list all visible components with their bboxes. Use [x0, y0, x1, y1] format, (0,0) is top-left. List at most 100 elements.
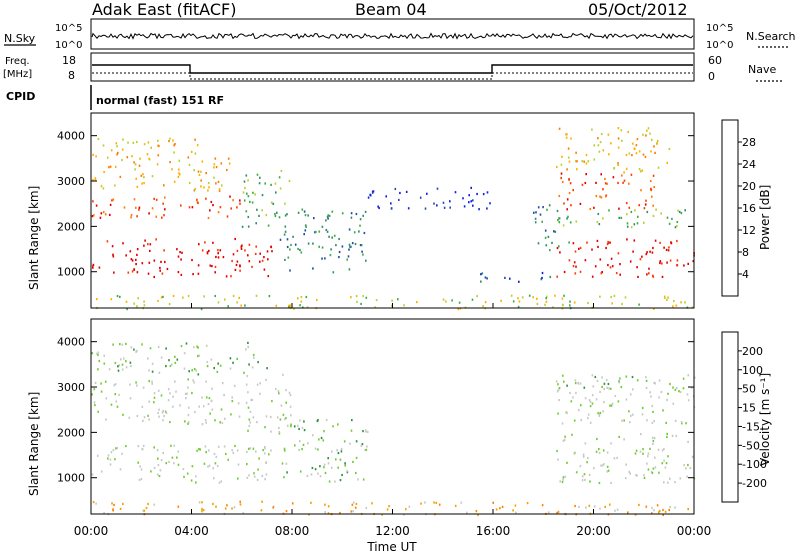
- power-cell: [241, 244, 243, 247]
- power-cell: [247, 225, 250, 228]
- velocity-cell: [557, 458, 559, 461]
- velocity-cell: [259, 392, 261, 395]
- power-cell: [193, 169, 195, 172]
- velocity-cell: [495, 508, 498, 511]
- power-cell: [180, 273, 183, 276]
- power-cell: [355, 295, 358, 298]
- power-cell: [631, 154, 633, 157]
- velocity-cell: [259, 382, 261, 385]
- velocity-cell: [185, 342, 188, 345]
- velocity-cell: [182, 468, 185, 471]
- power-cell: [266, 250, 269, 253]
- velocity-cell: [270, 430, 272, 433]
- velocity-cell: [558, 387, 561, 390]
- power-cell: [164, 260, 166, 264]
- power-cell: [624, 296, 627, 299]
- velocity-cell: [589, 400, 592, 403]
- power-cell: [203, 295, 205, 298]
- power-cell: [683, 264, 685, 267]
- power-cell: [542, 206, 544, 209]
- velocity-cell: [242, 512, 245, 515]
- velocity-cell: [276, 416, 279, 419]
- power-cell: [544, 236, 547, 239]
- power-cell: [533, 211, 535, 214]
- velocity-cell: [201, 510, 203, 513]
- nave-trace: [92, 72, 693, 80]
- power-cell: [486, 191, 489, 194]
- power-cell: [597, 137, 599, 140]
- velocity-cell: [93, 401, 96, 404]
- power-cell: [217, 252, 219, 255]
- power-cell: [270, 183, 272, 186]
- power-cell: [489, 202, 491, 205]
- power-cell: [290, 243, 292, 247]
- power-cell: [240, 247, 243, 250]
- velocity-cell: [118, 364, 120, 367]
- velocity-cell: [207, 465, 209, 468]
- velocity-cell: [438, 503, 441, 506]
- power-cell: [293, 307, 295, 310]
- power-cell: [569, 221, 572, 224]
- velocity-cell: [631, 375, 634, 379]
- velocity-cell: [610, 404, 613, 407]
- power-cell: [573, 261, 576, 264]
- power-cell: [652, 174, 655, 177]
- velocity-cell: [454, 504, 457, 507]
- velocity-cell: [640, 433, 642, 436]
- power-cell: [567, 156, 570, 159]
- power-cell: [307, 214, 309, 217]
- velocity-cell: [501, 505, 504, 508]
- power-cell: [354, 242, 357, 246]
- power-cell: [599, 195, 601, 198]
- velocity-cell: [220, 480, 223, 483]
- velocity-cell: [253, 475, 256, 478]
- power-cell: [207, 189, 209, 192]
- velocity-cell: [97, 353, 99, 357]
- velocity-cell: [322, 439, 325, 442]
- velocity-cell: [142, 444, 145, 447]
- power-cell: [278, 176, 281, 179]
- velocity-cell: [556, 511, 558, 514]
- velocity-cell: [278, 426, 280, 430]
- power-cell: [315, 230, 317, 233]
- velocity-cell: [570, 400, 573, 403]
- power-cell: [669, 259, 672, 262]
- velocity-cell: [96, 352, 98, 355]
- power-cell: [247, 215, 250, 219]
- power-cell: [517, 297, 519, 300]
- velocity-cell: [264, 447, 266, 450]
- velocity-cell: [598, 414, 601, 417]
- power-cell: [609, 241, 611, 244]
- power-cell: [121, 148, 124, 151]
- velocity-cell: [303, 429, 306, 432]
- velocity-cell: [672, 402, 675, 405]
- power-cell: [636, 222, 639, 225]
- power-cell: [131, 155, 133, 158]
- colorbar-tick-label: 15: [742, 402, 756, 415]
- power-cell: [572, 265, 575, 268]
- velocity-cell: [191, 369, 193, 372]
- velocity-cell: [128, 416, 131, 419]
- power-cell: [621, 174, 623, 177]
- power-cell: [676, 220, 679, 224]
- power-cell: [478, 208, 480, 211]
- power-cell: [200, 179, 202, 182]
- velocity-cell: [323, 430, 325, 433]
- velocity-cell: [214, 419, 216, 422]
- power-cell: [676, 224, 678, 228]
- power-ytick-label: 2000: [57, 220, 85, 233]
- power-cell: [267, 258, 269, 261]
- power-cell: [595, 195, 598, 198]
- power-cell: [563, 202, 565, 205]
- power-cell: [157, 299, 159, 302]
- velocity-cell: [603, 382, 606, 385]
- velocity-cell: [569, 391, 571, 395]
- velocity-cell: [208, 464, 211, 467]
- power-cell: [606, 243, 609, 246]
- power-cell: [374, 306, 377, 309]
- power-cell: [651, 138, 653, 141]
- velocity-cell: [686, 475, 688, 478]
- power-cell: [278, 216, 281, 219]
- power-cell: [482, 193, 485, 196]
- power-cell: [637, 275, 639, 278]
